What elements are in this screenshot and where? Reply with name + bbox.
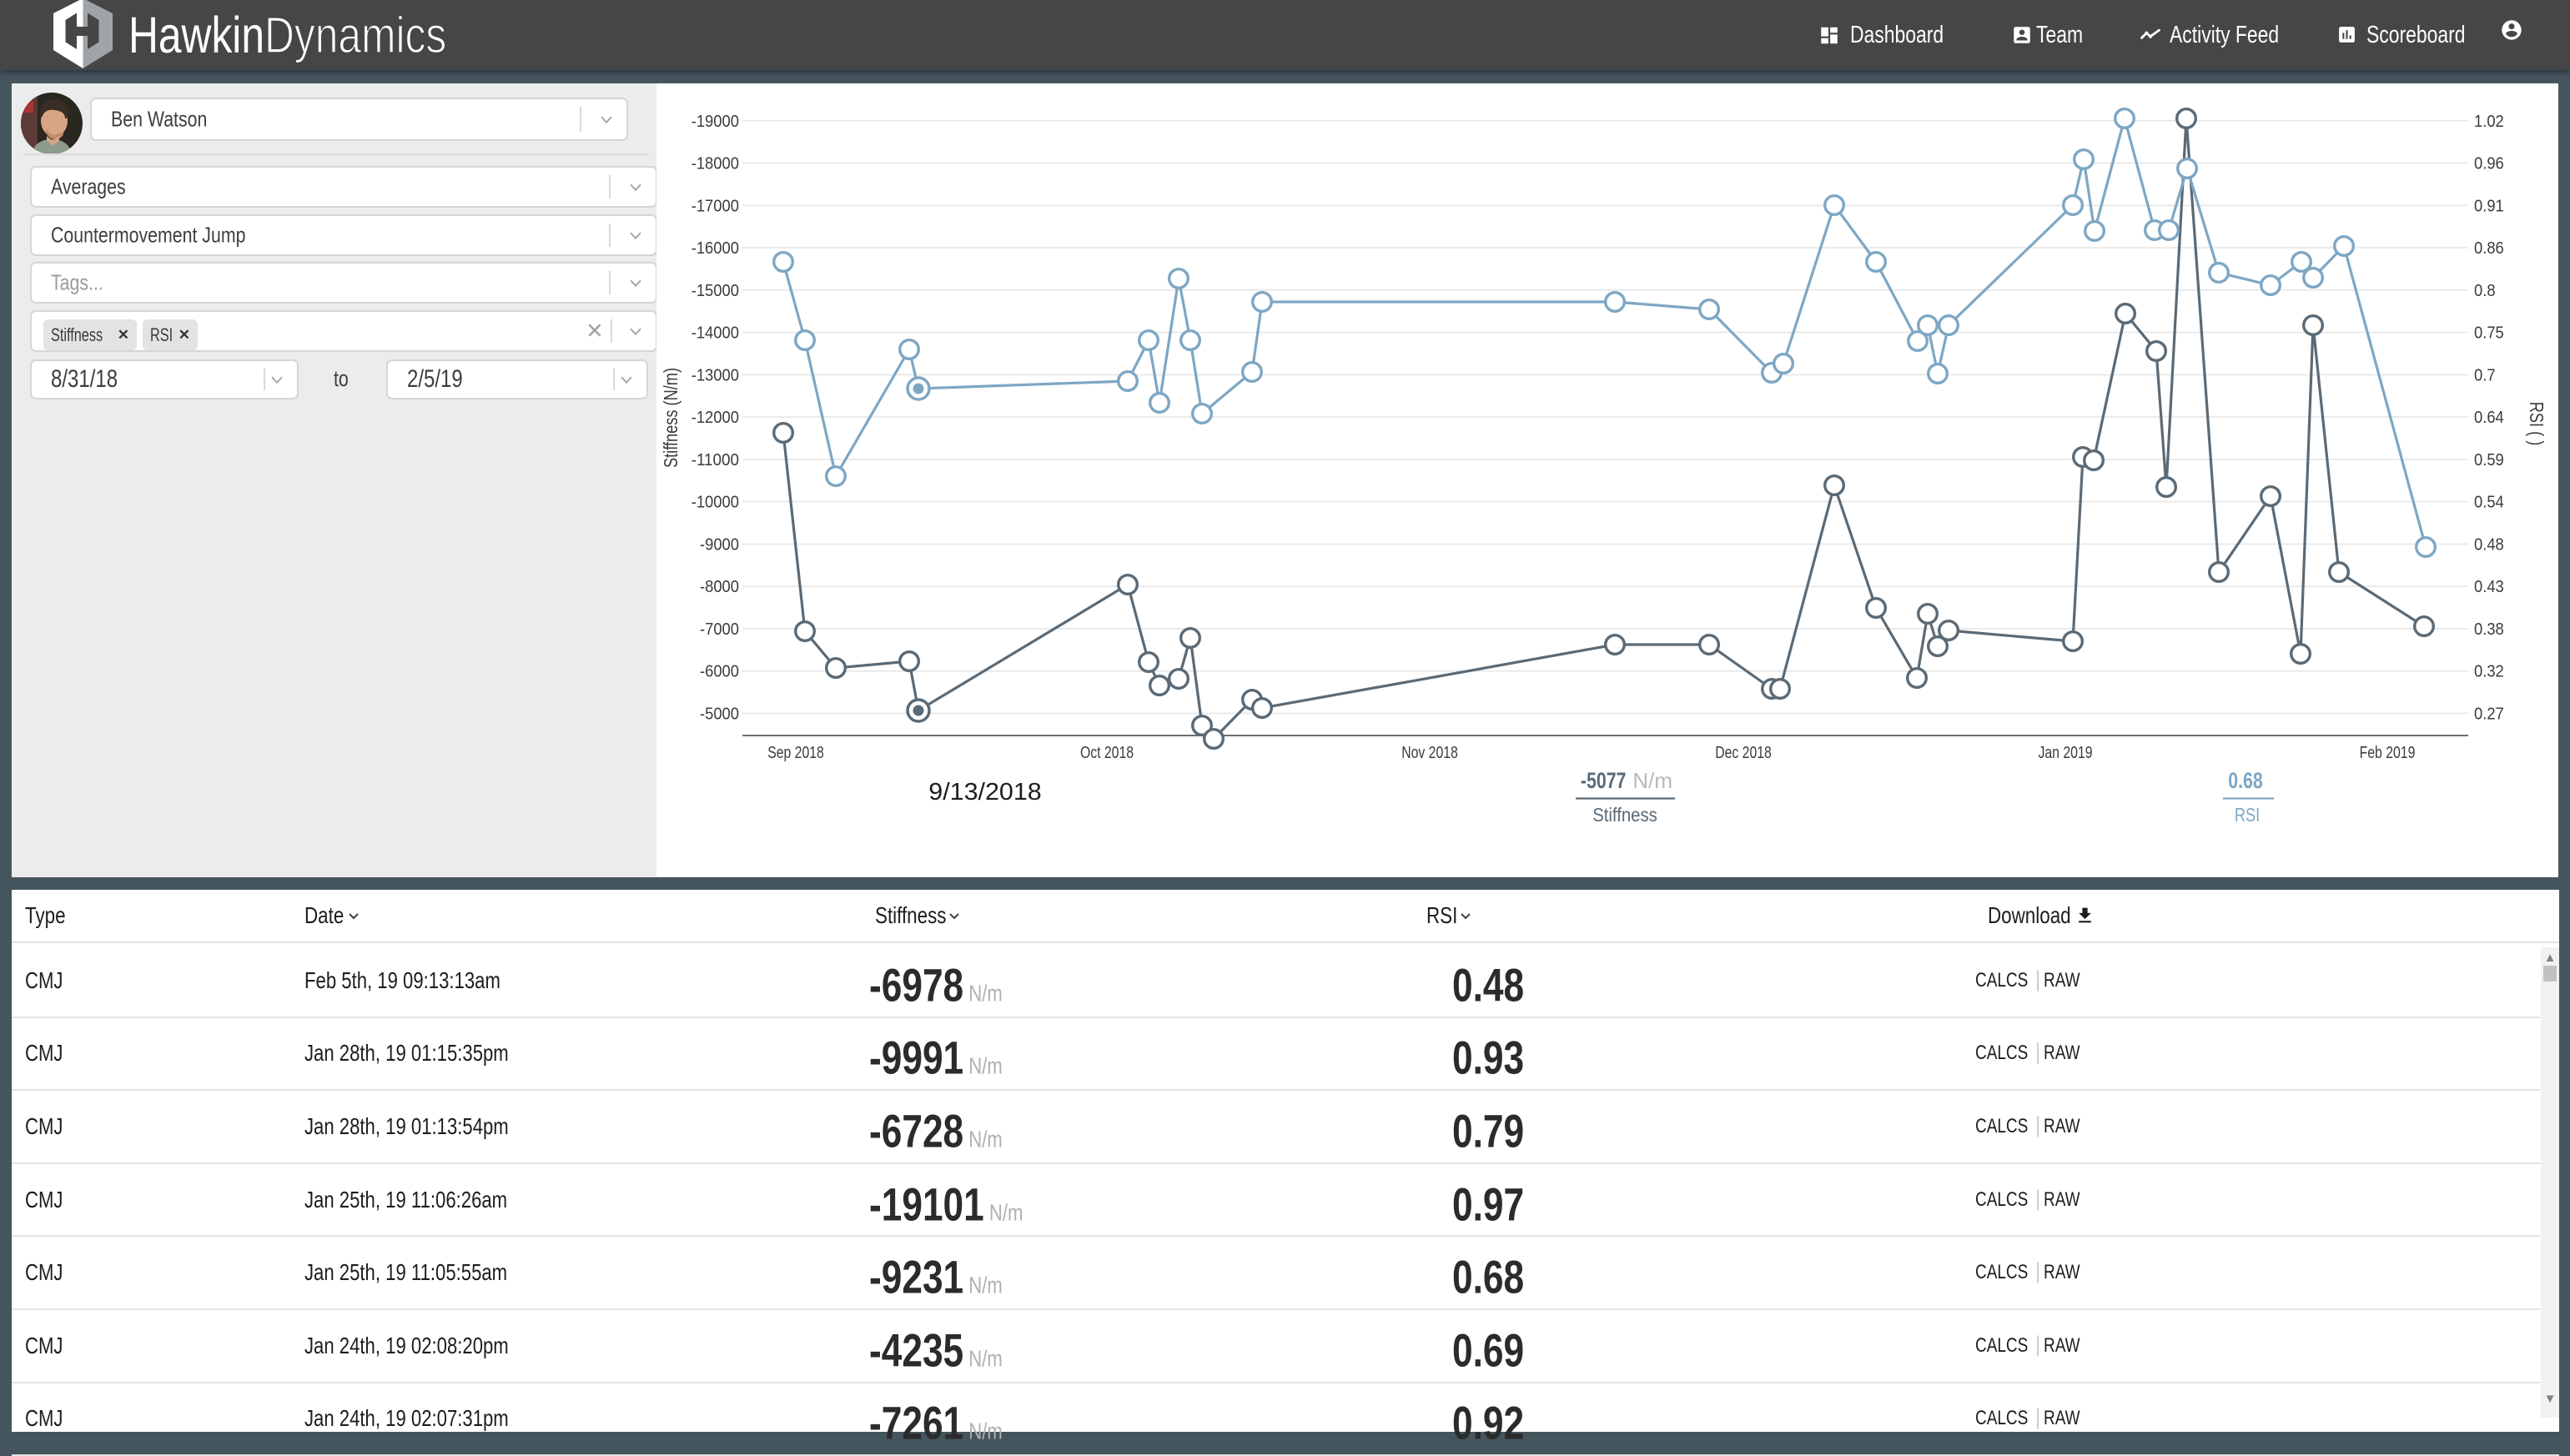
svg-text:-16000: -16000 [692,239,739,258]
svg-text:Nov 2018: Nov 2018 [1401,744,1458,762]
svg-text:0.75: 0.75 [2474,324,2504,343]
svg-text:-14000: -14000 [692,324,739,343]
svg-text:0.96: 0.96 [2474,155,2504,173]
svg-text:-10000: -10000 [692,494,739,512]
svg-text:-12000: -12000 [692,409,739,427]
svg-text:N/m: N/m [1632,768,1672,793]
svg-text:-8000: -8000 [700,578,739,596]
svg-text:-13000: -13000 [692,366,739,384]
svg-text:Jan 2019: Jan 2019 [2039,744,2093,762]
svg-text:0.27: 0.27 [2474,705,2504,723]
svg-text:Oct 2018: Oct 2018 [1080,744,1134,762]
svg-text:Stiffness: Stiffness [1592,804,1657,826]
svg-text:Dec 2018: Dec 2018 [1715,744,1772,762]
svg-text:-19000: -19000 [692,113,739,131]
svg-text:0.48: 0.48 [2474,535,2504,554]
svg-text:0.7: 0.7 [2474,366,2496,384]
svg-text:Feb 2019: Feb 2019 [2360,744,2416,762]
svg-text:-5000: -5000 [700,705,739,723]
svg-text:-9000: -9000 [700,535,739,554]
svg-text:-6000: -6000 [700,663,739,681]
svg-text:-11000: -11000 [692,451,739,469]
svg-text:-17000: -17000 [692,197,739,215]
svg-text:-18000: -18000 [692,155,739,173]
svg-text:0.8: 0.8 [2474,282,2496,300]
svg-text:RSI ( ): RSI ( ) [2526,402,2547,446]
svg-text:0.38: 0.38 [2474,620,2504,639]
svg-text:-15000: -15000 [692,282,739,300]
svg-text:0.68: 0.68 [2228,768,2263,793]
svg-text:RSI: RSI [2235,804,2260,826]
svg-text:1.02: 1.02 [2474,113,2504,131]
svg-text:-7000: -7000 [700,620,739,639]
svg-text:0.32: 0.32 [2474,663,2504,681]
svg-text:Stiffness (N/m): Stiffness (N/m) [660,368,681,468]
svg-text:0.43: 0.43 [2474,578,2504,596]
svg-text:Sep 2018: Sep 2018 [767,744,824,762]
svg-text:0.59: 0.59 [2474,451,2504,469]
svg-text:0.86: 0.86 [2474,239,2504,258]
svg-text:9/13/2018: 9/13/2018 [928,779,1041,806]
svg-text:0.54: 0.54 [2474,494,2504,512]
svg-text:0.91: 0.91 [2474,197,2504,215]
svg-text:-5077: -5077 [1581,768,1627,793]
svg-text:0.64: 0.64 [2474,409,2504,427]
